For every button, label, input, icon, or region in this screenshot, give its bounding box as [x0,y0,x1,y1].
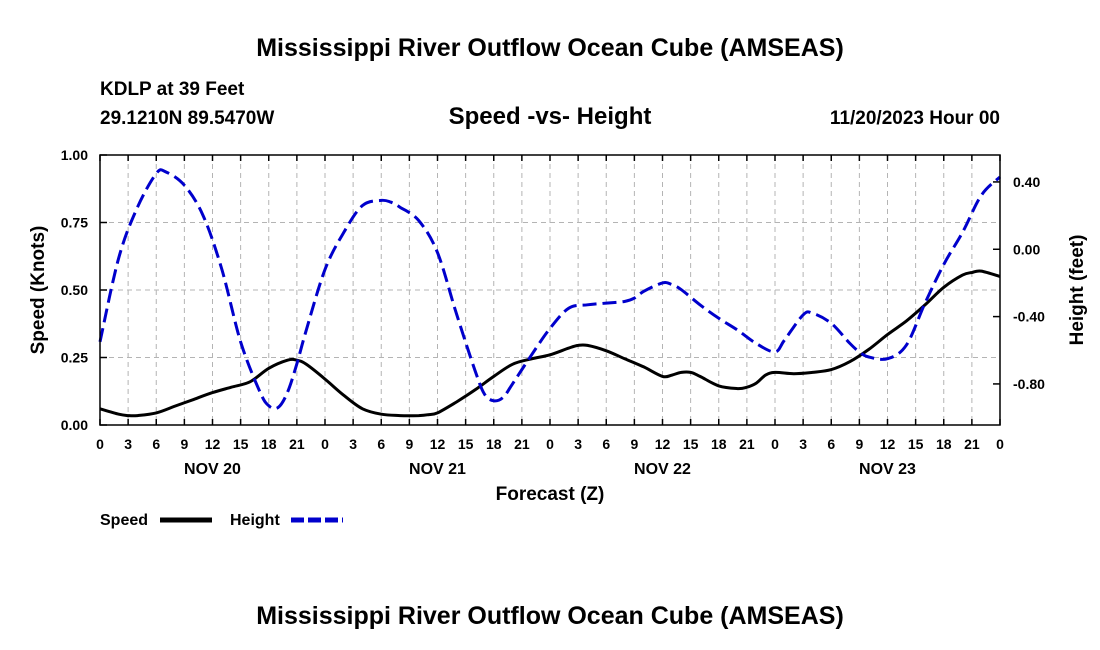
x-tick-label: 12 [655,436,671,452]
x-tick-label: 0 [996,436,1004,452]
x-tick-label: 3 [124,436,132,452]
x-day-label: NOV 22 [634,461,691,478]
x-tick-label: 3 [799,436,807,452]
x-tick-label: 9 [405,436,413,452]
x-tick-label: 15 [908,436,924,452]
right-tick-label: 0.40 [1013,174,1040,190]
x-tick-label: 21 [514,436,530,452]
x-tick-label: 15 [683,436,699,452]
x-tick-label: 15 [233,436,249,452]
x-tick-label: 6 [602,436,610,452]
x-tick-label: 3 [574,436,582,452]
right-tick-label: -0.80 [1013,376,1045,392]
series-layer [98,168,1002,418]
x-day-label: NOV 23 [859,461,916,478]
chart-title: Mississippi River Outflow Ocean Cube (AM… [256,34,844,62]
right-axis-title: Height (feet) [1067,235,1088,346]
left-axis-title: Speed (Knots) [28,226,49,355]
bottom-chart-title: Mississippi River Outflow Ocean Cube (AM… [256,602,844,630]
x-tick-label: 12 [205,436,221,452]
x-axis-title: Forecast (Z) [496,484,605,505]
x-tick-label: 0 [96,436,104,452]
x-tick-label: 12 [430,436,446,452]
x-tick-label: 18 [936,436,952,452]
x-tick-label: 6 [152,436,160,452]
x-tick-label: 21 [289,436,305,452]
x-tick-label: 18 [486,436,502,452]
x-tick-label: 18 [261,436,277,452]
left-tick-label: 1.00 [61,147,88,163]
x-tick-label: 0 [321,436,329,452]
x-tick-label: 21 [964,436,980,452]
legend-speed-label: Speed [100,512,148,529]
legend-height-label: Height [230,512,280,529]
height-series-line [98,168,1002,411]
x-tick-label: 3 [349,436,357,452]
left-tick-label: 0.00 [61,417,88,433]
coordinates-label: 29.1210N 89.5470W [100,108,274,129]
chart-subtitle: Speed -vs- Height [449,103,652,130]
x-tick-label: 9 [180,436,188,452]
legend: Speed Height [100,512,343,529]
x-tick-label: 18 [711,436,727,452]
x-tick-label: 9 [855,436,863,452]
gridlines [100,155,1000,425]
x-day-label: NOV 20 [184,461,241,478]
x-tick-label: 9 [630,436,638,452]
station-label: KDLP at 39 Feet [100,79,245,100]
right-tick-label: 0.00 [1013,241,1040,257]
left-tick-label: 0.50 [61,282,88,298]
x-tick-label: 6 [377,436,385,452]
left-tick-label: 0.75 [61,215,88,231]
x-tick-label: 0 [771,436,779,452]
speed-series-line [99,269,1001,418]
x-tick-label: 21 [739,436,755,452]
axes: 0 3 6 9 12 15 18 21 0 3 6 9 12 15 18 21 0 3 6 9 12 15 18 21 0 3 6 9… [61,147,1045,478]
left-tick-label: 0.25 [61,350,88,366]
forecast-datetime: 11/20/2023 Hour 00 [830,108,1000,129]
x-tick-label: 15 [458,436,474,452]
right-tick-label: -0.40 [1013,309,1045,325]
x-tick-label: 6 [827,436,835,452]
x-tick-label: 0 [546,436,554,452]
x-tick-label: 12 [880,436,896,452]
x-day-label: NOV 21 [409,461,466,478]
